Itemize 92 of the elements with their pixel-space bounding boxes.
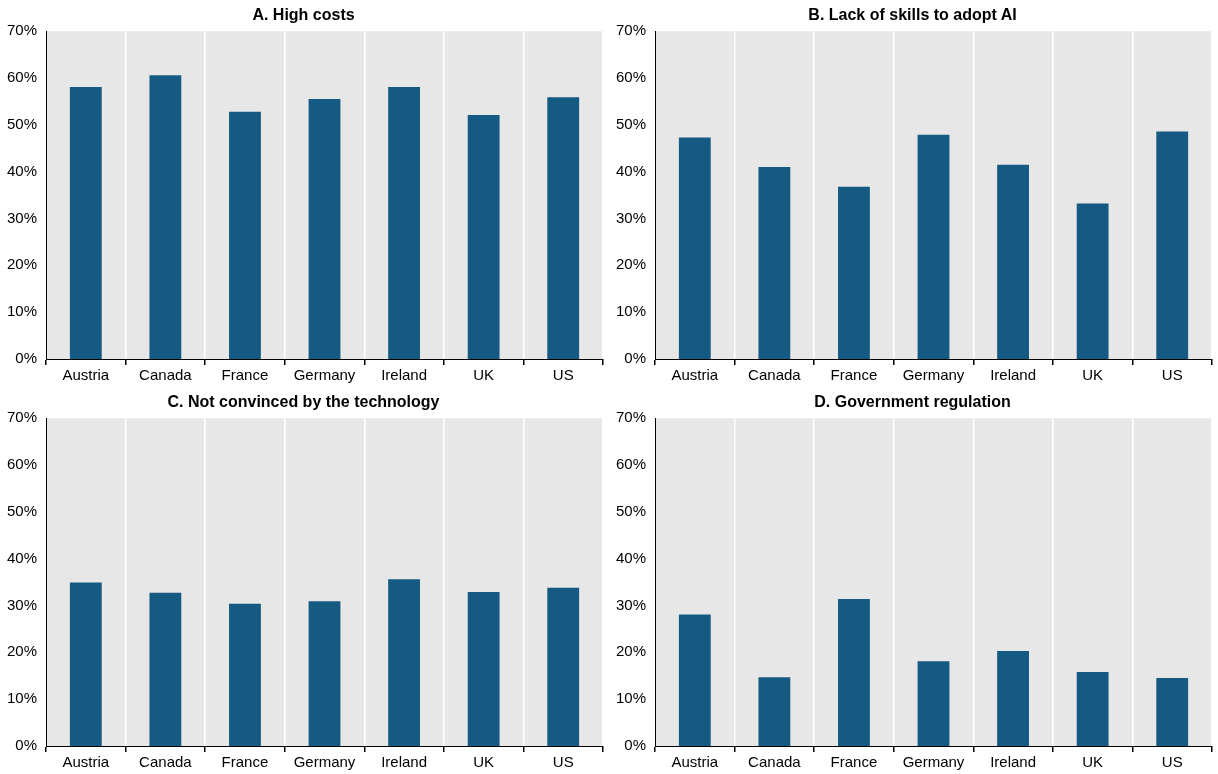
bar bbox=[1076, 203, 1109, 359]
chart-title: A. High costs bbox=[252, 6, 355, 24]
bar bbox=[1076, 672, 1109, 746]
y-tick-label: 50% bbox=[6, 115, 38, 132]
y-tick-label: 70% bbox=[615, 21, 647, 39]
y-tick-label: 40% bbox=[6, 161, 38, 179]
bar bbox=[1156, 678, 1189, 746]
y-tick-label: 0% bbox=[624, 736, 647, 754]
y-tick-label: 30% bbox=[6, 595, 38, 613]
y-tick-label: 40% bbox=[6, 548, 38, 566]
bar bbox=[678, 614, 711, 746]
x-tick-label: Ireland bbox=[381, 366, 428, 384]
x-tick-label: Germany bbox=[902, 366, 965, 384]
x-tick-label: Austria bbox=[671, 753, 719, 771]
y-tick-label: 20% bbox=[6, 255, 38, 273]
x-tick-label: Ireland bbox=[990, 753, 1037, 771]
y-tick-label: 20% bbox=[615, 255, 647, 273]
bar bbox=[997, 164, 1029, 359]
y-tick-label: 70% bbox=[6, 408, 38, 426]
bar bbox=[229, 603, 261, 746]
bar bbox=[547, 97, 580, 359]
y-tick-label: 50% bbox=[6, 502, 38, 519]
y-tick-label: 10% bbox=[615, 302, 647, 320]
x-tick-label: UK bbox=[473, 753, 495, 771]
x-tick-label: Germany bbox=[293, 366, 356, 384]
bar bbox=[758, 167, 791, 359]
bar bbox=[547, 587, 580, 746]
x-tick-label: UK bbox=[1082, 366, 1104, 384]
y-tick-label: 60% bbox=[615, 68, 647, 86]
y-tick-label: 50% bbox=[615, 115, 647, 132]
bar bbox=[1156, 131, 1189, 359]
bar bbox=[69, 582, 102, 746]
bar bbox=[308, 601, 341, 746]
bar bbox=[678, 137, 711, 359]
x-tick-label: Germany bbox=[293, 753, 356, 771]
x-tick-label: France bbox=[221, 366, 269, 384]
bar bbox=[758, 677, 791, 746]
bar bbox=[229, 111, 261, 359]
y-tick-label: 30% bbox=[615, 595, 647, 613]
y-tick-label: 20% bbox=[6, 642, 38, 660]
bar bbox=[467, 591, 500, 746]
x-tick-label: Canada bbox=[748, 753, 802, 771]
chart-title: D. Government regulation bbox=[814, 393, 1011, 411]
bar bbox=[467, 115, 500, 359]
x-tick-label: Austria bbox=[62, 753, 110, 771]
bar bbox=[69, 86, 102, 359]
y-tick-label: 10% bbox=[6, 302, 38, 320]
y-tick-label: 0% bbox=[15, 349, 38, 367]
bar bbox=[917, 134, 950, 359]
y-tick-label: 70% bbox=[6, 21, 38, 39]
y-tick-label: 10% bbox=[615, 689, 647, 707]
y-tick-label: 60% bbox=[615, 455, 647, 473]
x-tick-label: US bbox=[1161, 366, 1183, 384]
x-tick-label: France bbox=[221, 753, 269, 771]
x-tick-label: UK bbox=[473, 366, 495, 384]
x-tick-label: Ireland bbox=[381, 753, 428, 771]
y-tick-label: 40% bbox=[615, 548, 647, 566]
bar bbox=[149, 592, 182, 746]
chart-title: C. Not convinced by the technology bbox=[167, 393, 440, 411]
y-tick-label: 10% bbox=[6, 689, 38, 707]
x-tick-label: Ireland bbox=[990, 366, 1037, 384]
x-tick-label: Canada bbox=[139, 366, 193, 384]
y-tick-label: 0% bbox=[624, 349, 647, 367]
x-tick-label: France bbox=[830, 753, 878, 771]
bar bbox=[997, 650, 1029, 746]
y-tick-label: 50% bbox=[615, 502, 647, 519]
y-tick-label: 40% bbox=[615, 161, 647, 179]
y-tick-label: 70% bbox=[615, 408, 647, 426]
x-tick-label: Austria bbox=[671, 366, 719, 384]
bar bbox=[838, 598, 870, 746]
y-tick-label: 30% bbox=[615, 208, 647, 226]
y-tick-label: 60% bbox=[6, 68, 38, 86]
x-tick-label: Austria bbox=[62, 366, 110, 384]
y-tick-label: 20% bbox=[615, 642, 647, 660]
bar bbox=[149, 75, 182, 359]
y-tick-label: 0% bbox=[15, 736, 38, 754]
bar bbox=[838, 186, 870, 359]
x-tick-label: US bbox=[1161, 753, 1183, 771]
x-tick-label: US bbox=[552, 366, 574, 384]
y-tick-label: 60% bbox=[6, 455, 38, 473]
x-tick-label: France bbox=[830, 366, 878, 384]
x-tick-label: Germany bbox=[902, 753, 965, 771]
bar bbox=[917, 661, 950, 746]
chart-title: B. Lack of skills to adopt AI bbox=[808, 6, 1017, 24]
y-tick-label: 30% bbox=[6, 208, 38, 226]
bar bbox=[388, 86, 420, 359]
x-tick-label: Canada bbox=[748, 366, 802, 384]
x-tick-label: Canada bbox=[139, 753, 193, 771]
bar bbox=[388, 579, 420, 746]
bar bbox=[308, 99, 341, 359]
x-tick-label: US bbox=[552, 753, 574, 771]
x-tick-label: UK bbox=[1082, 753, 1104, 771]
